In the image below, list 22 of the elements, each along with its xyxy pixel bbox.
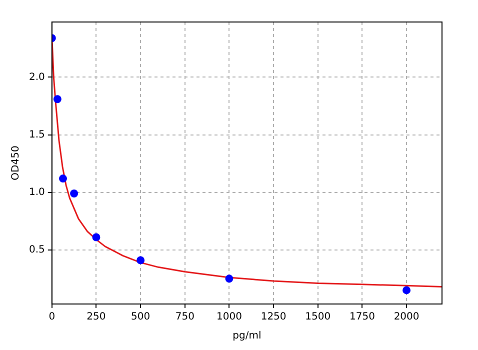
x-tick-label: 500 bbox=[131, 312, 150, 323]
point bbox=[92, 233, 100, 242]
y-axis-title: OD450 bbox=[10, 146, 22, 180]
point bbox=[58, 174, 67, 183]
x-axis-title: pg/ml bbox=[232, 330, 262, 342]
x-tick-label: 750 bbox=[175, 312, 194, 323]
point bbox=[53, 95, 62, 104]
x-tick-label: 250 bbox=[86, 312, 106, 323]
x-tick-label: 1000 bbox=[216, 312, 242, 323]
x-tick-label: 1250 bbox=[260, 312, 286, 323]
x-tick-label: 2000 bbox=[394, 312, 420, 323]
x-tick-label: 1500 bbox=[305, 312, 331, 323]
y-tick-label: 2.0 bbox=[28, 72, 45, 83]
y-tick-label: 1.0 bbox=[28, 186, 45, 198]
point bbox=[225, 274, 234, 283]
x-tick-label: 0 bbox=[48, 312, 56, 323]
x-tick-label: 1750 bbox=[349, 312, 375, 323]
point bbox=[136, 256, 145, 264]
y-tick-label: 1.5 bbox=[28, 129, 45, 140]
point bbox=[402, 286, 411, 294]
point bbox=[70, 190, 78, 198]
y-tick-label: 0.5 bbox=[28, 244, 45, 256]
